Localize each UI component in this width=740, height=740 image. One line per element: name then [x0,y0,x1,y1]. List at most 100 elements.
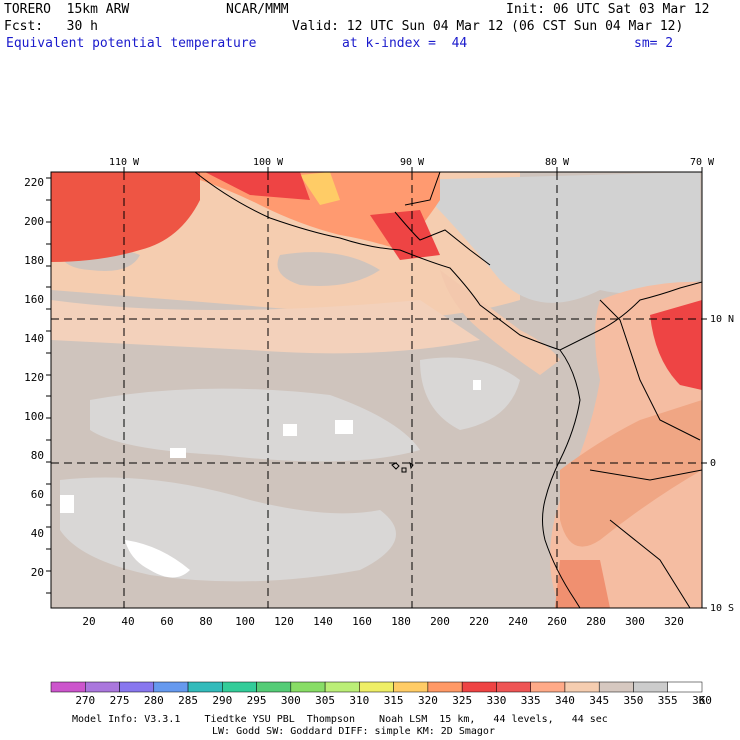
y-tick-label: 40 [31,527,44,540]
colorbar-labels: 270 275 280 285 290 295 300 305 310 315 320 325 330 3… [75,694,712,707]
x-tick-label: 60 [160,615,173,628]
colorbar-swatch [633,681,668,693]
x-tick-label: 120 [274,615,294,628]
colorbar-swatch [50,681,86,693]
map-frame [50,171,703,609]
colorbar-unit: K [699,694,706,707]
x-tick-labels: 20 40 60 80 100 120 140 160 180 200 220 … [82,615,684,628]
model-title: TORERO 15km ARW [4,2,130,17]
coastline-yucatan [394,172,491,266]
theta-e-field [51,172,702,608]
x-tick-label: 320 [664,615,684,628]
colorbar-swatch [324,681,360,693]
colorbar-label: 320 [418,694,438,707]
colorbar-label: 270 [75,694,95,707]
field-white-spot [125,540,190,578]
lon-label: 80 W [545,157,570,168]
field-hot-spot [650,300,702,390]
colorbar-swatch [667,681,703,693]
colorbar-swatch [496,681,531,693]
colorbar-swatch [427,681,463,693]
colorbar-label: 345 [589,694,609,707]
colorbar-label: 340 [555,694,575,707]
field-white-spot [60,495,74,513]
field-hot-spot [370,210,440,260]
y-tick-label: 180 [24,254,44,267]
field-warm-andes [560,400,702,547]
field-hot-spot [555,560,610,608]
colorbar-swatch [85,681,120,693]
colorbar-swatch [256,681,292,693]
x-tick-label: 280 [586,615,606,628]
colorbar-label: 295 [247,694,267,707]
field-light-zone [410,172,700,303]
colorbar-swatch [119,681,155,693]
colorbar-label: 325 [452,694,472,707]
colorbar-label: 355 [658,694,678,707]
field-patch [277,252,380,286]
y-tick-label: 20 [31,566,44,579]
x-tick-label: 220 [469,615,489,628]
colorbar-swatch [461,681,497,693]
coastline-pacific-north [194,172,702,351]
x-tick-label: 140 [313,615,333,628]
level-info: at k-index = 44 [342,36,468,51]
x-tick-label: 200 [430,615,450,628]
x-tick-label: 300 [625,615,645,628]
model-info: Model Info: V3.3.1 Tiedtke YSU PBL Thomp… [72,714,608,725]
field-light-zone [420,357,520,430]
colorbar-swatch [290,681,326,693]
x-tick-label: 20 [82,615,95,628]
lat-label: 10 S [710,603,734,614]
y-tick-label: 200 [24,215,44,228]
field-white-spot [473,380,481,390]
colorbar-label: 285 [178,694,198,707]
lat-label: 10 N [710,314,734,325]
field-white-spot [335,420,353,434]
colorbar-swatch [393,681,429,693]
y-tick-label: 140 [24,332,44,345]
field-warm-northwest [51,172,200,262]
y-tick-label: 60 [31,488,44,501]
x-tick-label: 40 [121,615,134,628]
colorbar [50,681,703,693]
axis-ticks [46,167,707,609]
coastline-south-america-west [542,349,581,608]
physics-info: LW: Godd SW: Goddard DIFF: simple KM: 2D… [212,726,495,737]
field-hot-spot [300,172,340,205]
x-tick-label: 180 [391,615,411,628]
longitude-labels: 110 W 100 W 90 W 80 W 70 W [109,157,715,168]
colorbar-swatch [222,681,257,693]
y-tick-label: 160 [24,293,44,306]
colorbar-label: 330 [486,694,506,707]
colorbar-swatch [153,681,189,693]
graticule [51,172,702,608]
colorbar-label: 350 [624,694,644,707]
field-white-spot [170,448,186,458]
colorbar-label: 335 [521,694,541,707]
coastlines [194,172,702,608]
colorbar-label: 280 [144,694,164,707]
x-tick-label: 240 [508,615,528,628]
lon-label: 100 W [253,157,284,168]
y-tick-labels: 20 40 60 80 100 120 140 160 180 200 220 [24,176,44,579]
field-hot-spot [205,172,310,200]
country-borders [589,299,702,608]
colorbar-label: 275 [110,694,130,707]
lon-label: 90 W [400,157,425,168]
colorbar-label: 300 [281,694,301,707]
x-tick-label: 160 [352,615,372,628]
lon-label: 70 W [690,157,715,168]
colorbar-label: 310 [349,694,369,707]
lat-label: 0 [710,458,716,469]
colorbar-swatch [359,681,394,693]
colorbar-swatch [564,681,600,693]
forecast-hour: Fcst: 30 h [4,19,98,34]
center-name: NCAR/MMM [226,2,289,17]
smoothing-info: sm= 2 [634,36,674,51]
lon-label: 110 W [109,157,140,168]
colorbar-label: 360 [692,694,712,707]
colorbar-swatch [530,681,566,693]
x-tick-label: 260 [547,615,567,628]
